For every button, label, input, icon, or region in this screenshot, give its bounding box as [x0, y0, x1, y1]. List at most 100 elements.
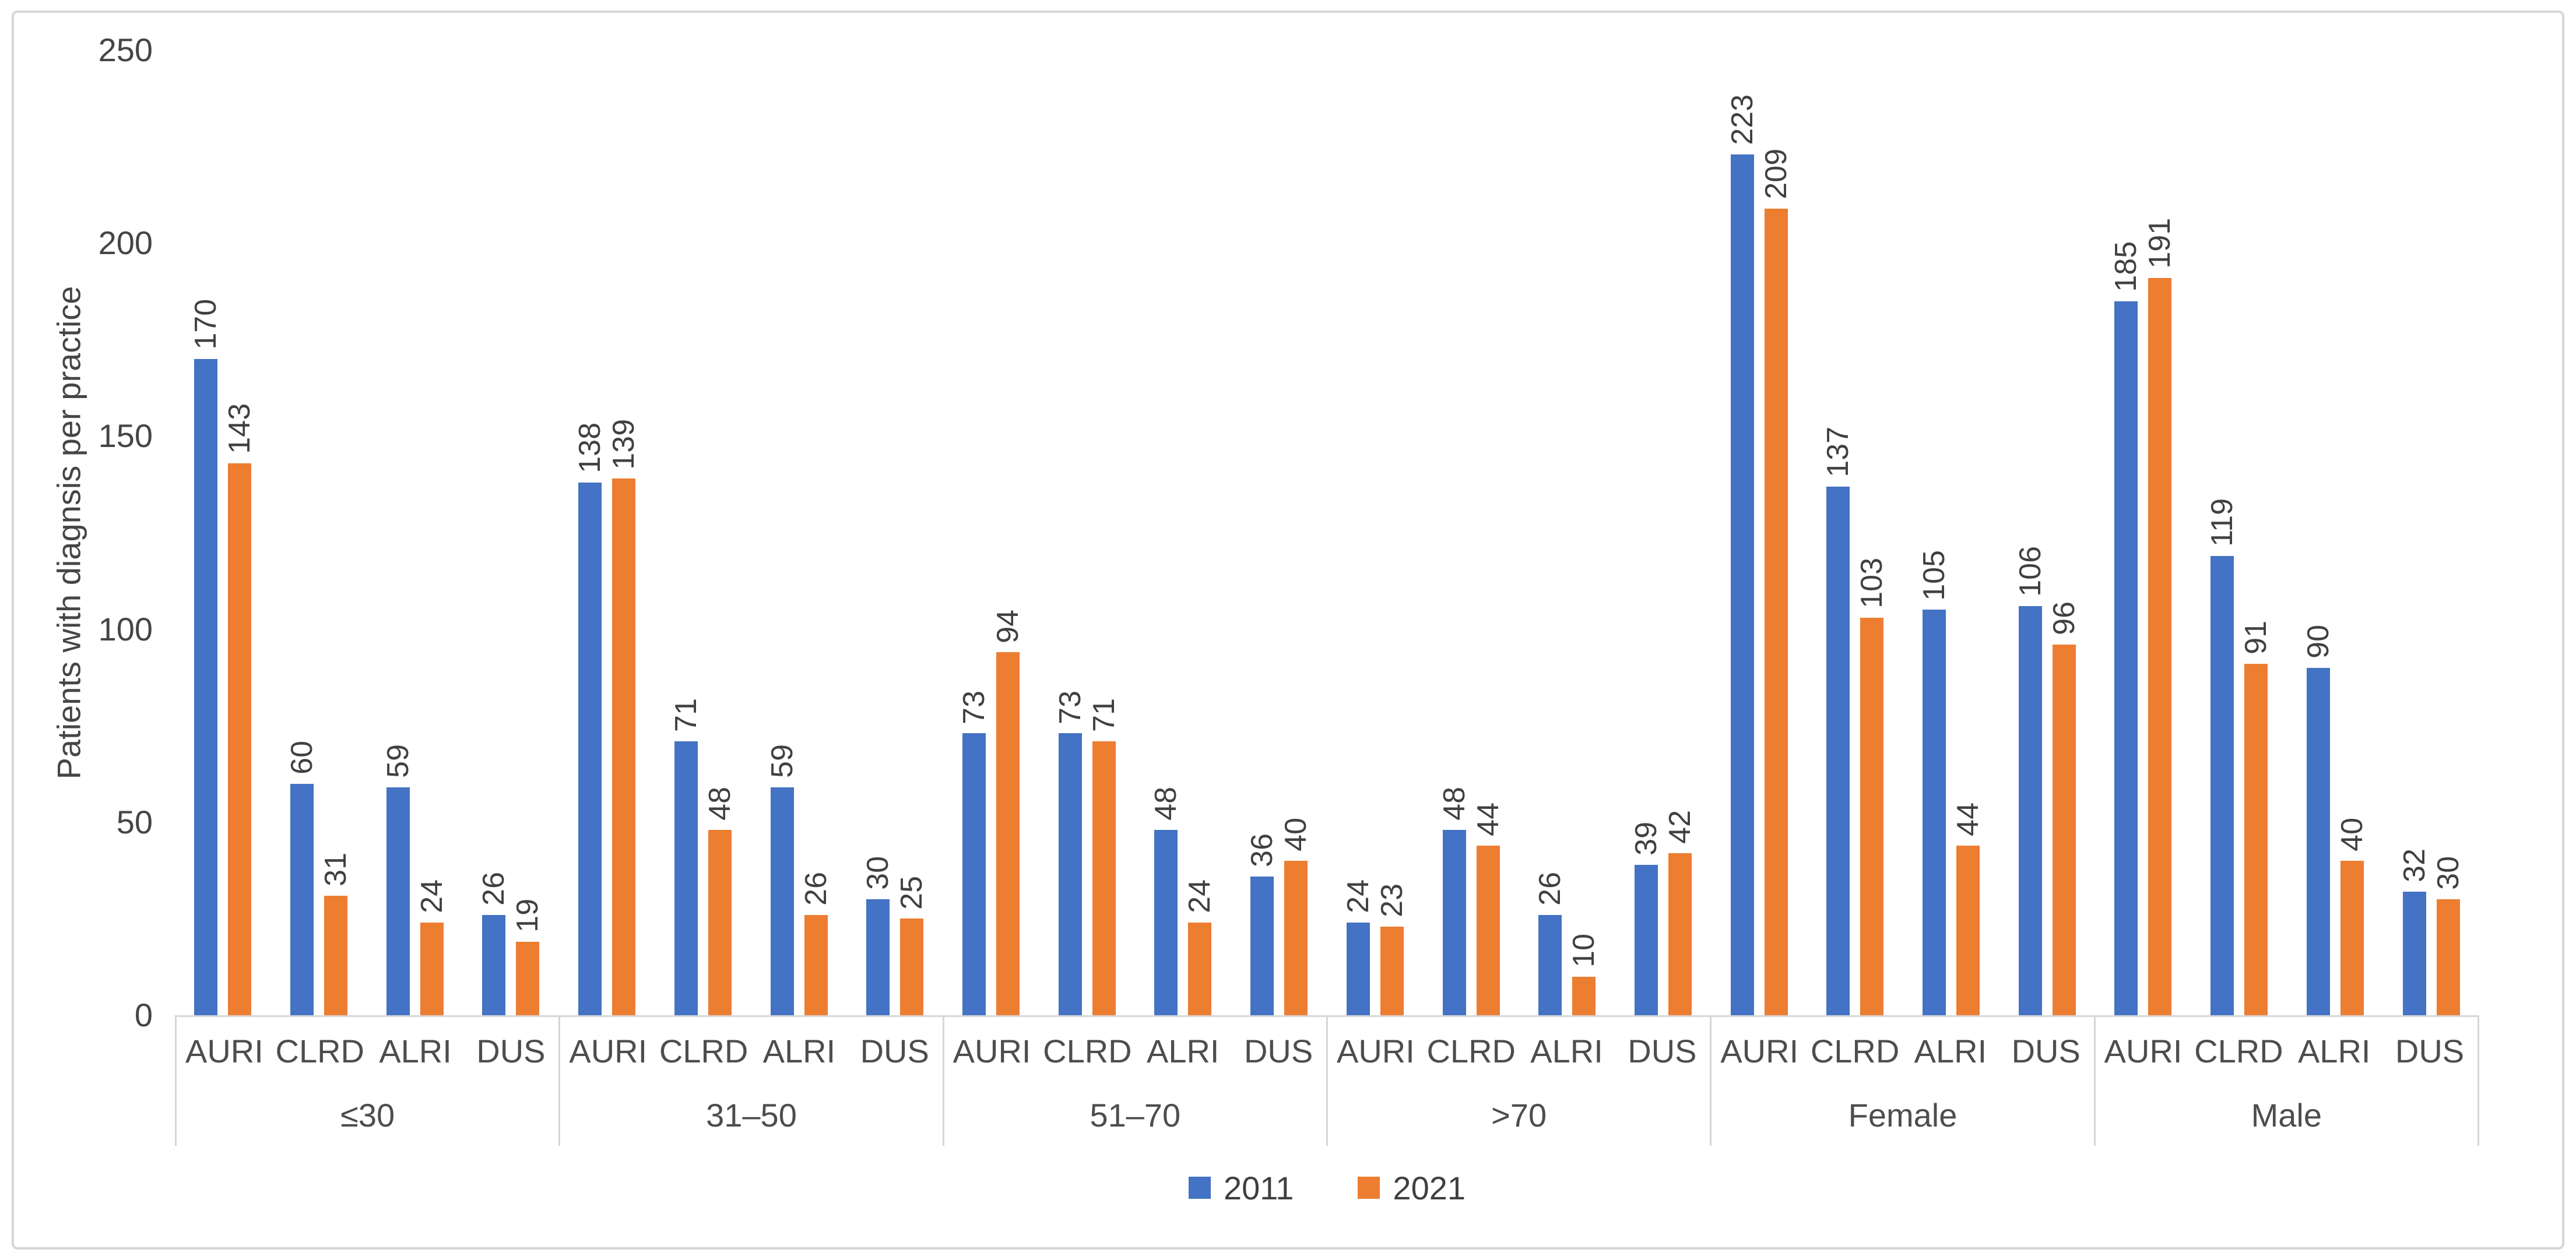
- cluster-≤30-DUS: 26 19: [463, 50, 559, 1015]
- bar-2021-Male-AURI: [2148, 277, 2172, 1015]
- bar-value-label: 209: [1759, 148, 1793, 199]
- category-label-CLRD: CLRD: [1426, 1032, 1516, 1069]
- bar-value-label: 48: [1437, 787, 1471, 821]
- cluster-Female-ALRI: 105 44: [1903, 50, 1999, 1015]
- bar-value-label: 59: [381, 744, 415, 779]
- bar-value-label: 26: [477, 871, 511, 906]
- bar-wrap-2011-31–50-ALRI: 59: [765, 744, 799, 1015]
- bar-wrap-2011-31–50-DUS: 30: [861, 856, 895, 1015]
- bar-2021-51–70-AURI: [996, 652, 1020, 1015]
- bar-2011-Male-ALRI: [2306, 667, 2330, 1015]
- bar-2011-Female-CLRD: [1826, 486, 1850, 1015]
- bar-wrap-2021-≤30-AURI: 143: [223, 403, 256, 1015]
- y-tick-label: 200: [98, 224, 153, 262]
- cluster->70-ALRI: 26 10: [1519, 50, 1615, 1015]
- bar-value-label: 36: [1245, 833, 1280, 867]
- bar-wrap-2021-≤30-DUS: 19: [511, 899, 544, 1015]
- bar-wrap-2011-Female-DUS: 106: [2013, 546, 2047, 1015]
- bar-2021-Male-CLRD: [2244, 664, 2268, 1015]
- bar-wrap-2021-31–50-DUS: 25: [895, 876, 929, 1015]
- bar-2011->70-DUS: [1634, 864, 1658, 1015]
- bar-value-label: 23: [1375, 883, 1409, 917]
- bar-groups-container: 170 143 60 31 59 24 26 19 138 139 71 48 59 26 30 25 73 94…: [175, 50, 2479, 1015]
- bar-2021-Male-DUS: [2436, 899, 2460, 1015]
- category-label-row: AURI CLRD ALRI DUS: [2096, 1017, 2477, 1085]
- bar-value-label: 71: [669, 698, 703, 732]
- category-label-CLRD: CLRD: [275, 1032, 364, 1069]
- bar-wrap-2021-51–70-CLRD: 71: [1087, 698, 1121, 1015]
- bar-2011-≤30-AURI: [194, 358, 218, 1015]
- bar-value-label: 59: [765, 744, 799, 779]
- legend-swatch-2011: [1189, 1177, 1211, 1199]
- bar-group-≤30: 170 143 60 31 59 24 26 19: [175, 50, 559, 1015]
- y-tick-label: 250: [98, 31, 153, 68]
- bar-value-label: 119: [2205, 498, 2240, 547]
- bar-wrap-2011-≤30-CLRD: 60: [285, 741, 319, 1015]
- axis-group-31–50: AURI CLRD ALRI DUS 31–50: [558, 1017, 942, 1146]
- legend-label-2021: 2021: [1393, 1169, 1466, 1206]
- legend-item-2021: 2021: [1358, 1169, 1466, 1207]
- bar-wrap-2011-Male-AURI: 185: [2109, 241, 2143, 1015]
- y-axis-title: Patients with diagnsis per practice: [50, 286, 87, 780]
- y-tick-label: 0: [134, 997, 153, 1033]
- bar-wrap-2011->70-DUS: 39: [1629, 822, 1663, 1015]
- axis-group->70: AURI CLRD ALRI DUS >70: [1326, 1017, 1710, 1146]
- bar-2011-51–70-AURI: [962, 733, 986, 1015]
- bar-2021-Female-ALRI: [1956, 845, 1980, 1015]
- bar-wrap-2021->70-AURI: 23: [1375, 884, 1409, 1015]
- axis-group-Male: AURI CLRD ALRI DUS Male: [2093, 1017, 2477, 1146]
- bar-value-label: 32: [2397, 849, 2431, 883]
- category-label-row: AURI CLRD ALRI DUS: [1328, 1017, 1710, 1085]
- group-label-Female: Female: [1848, 1097, 1958, 1134]
- bar-2021-51–70-DUS: [1284, 861, 1308, 1015]
- bar-2021->70-AURI: [1380, 926, 1404, 1015]
- cluster-31–50-AURI: 138 139: [559, 50, 655, 1015]
- bar-2011-31–50-ALRI: [770, 787, 794, 1015]
- category-label-DUS: DUS: [1243, 1032, 1313, 1069]
- category-label-ALRI: ALRI: [1146, 1032, 1220, 1069]
- cluster-31–50-ALRI: 59 26: [751, 50, 847, 1015]
- bar-value-label: 170: [189, 299, 223, 350]
- cluster-Male-CLRD: 119 91: [2191, 50, 2287, 1015]
- bar-value-label: 94: [991, 609, 1025, 643]
- cluster-Male-ALRI: 90 40: [2287, 50, 2384, 1015]
- bar-value-label: 105: [1917, 550, 1952, 601]
- cluster-Female-CLRD: 137 103: [1807, 50, 1903, 1015]
- bar-value-label: 44: [1471, 802, 1505, 836]
- cluster-51–70-DUS: 36 40: [1231, 50, 1327, 1015]
- bar-wrap-2011-51–70-AURI: 73: [957, 691, 991, 1015]
- bar-value-label: 19: [511, 899, 545, 933]
- bar-value-label: 25: [895, 875, 929, 910]
- legend: 2011 2021: [175, 1163, 2479, 1212]
- legend-swatch-2021: [1358, 1177, 1380, 1199]
- cluster->70-CLRD: 48 44: [1423, 50, 1519, 1015]
- bar-wrap-2011-≤30-ALRI: 59: [381, 744, 415, 1015]
- bar-value-label: 191: [2143, 218, 2177, 269]
- bar-wrap-2021-Female-CLRD: 103: [1855, 558, 1889, 1015]
- bar-wrap-2021-51–70-AURI: 94: [991, 610, 1025, 1015]
- category-label-DUS: DUS: [2395, 1032, 2465, 1069]
- bar-2011-Male-DUS: [2402, 892, 2426, 1015]
- category-label-DUS: DUS: [1628, 1032, 1697, 1069]
- bar-wrap-2021-Male-DUS: 30: [2431, 856, 2465, 1015]
- bar-value-label: 48: [702, 787, 737, 821]
- cluster-51–70-ALRI: 48 24: [1135, 50, 1231, 1015]
- bar-wrap-2021->70-DUS: 42: [1663, 810, 1697, 1015]
- cluster-Male-AURI: 185 191: [2095, 50, 2191, 1015]
- category-label-AURI: AURI: [569, 1032, 648, 1069]
- bar-value-label: 143: [223, 403, 257, 454]
- cluster-Male-DUS: 32 30: [2383, 50, 2479, 1015]
- cluster-51–70-CLRD: 73 71: [1039, 50, 1135, 1015]
- bar-value-label: 26: [1533, 871, 1568, 906]
- category-label-row: AURI CLRD ALRI DUS: [1712, 1017, 2093, 1085]
- bar-wrap-2021-≤30-CLRD: 31: [319, 853, 353, 1015]
- bar-value-label: 30: [861, 856, 895, 891]
- bar-2021->70-CLRD: [1476, 845, 1500, 1015]
- bar-2021-Male-ALRI: [2340, 861, 2364, 1015]
- bar-2011-Female-AURI: [1730, 154, 1754, 1015]
- legend-item-2011: 2011: [1189, 1169, 1294, 1207]
- category-label-ALRI: ALRI: [379, 1032, 452, 1069]
- bar-wrap-2011->70-ALRI: 26: [1533, 872, 1567, 1015]
- bar-value-label: 30: [2431, 856, 2465, 891]
- bar-value-label: 40: [2335, 818, 2369, 852]
